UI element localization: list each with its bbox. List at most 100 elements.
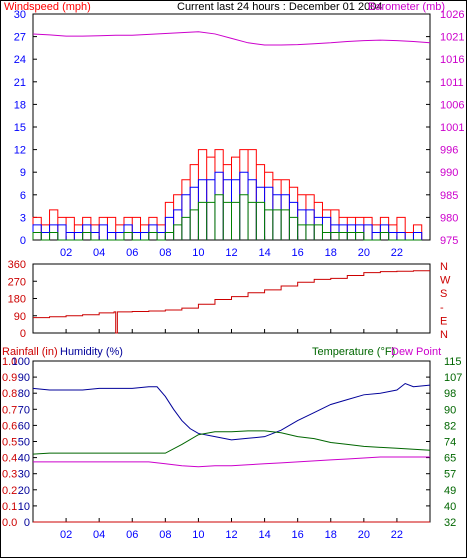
baro-axis-tick-label: 1001	[440, 122, 464, 134]
hum-x-xtick-label: 12	[225, 529, 237, 541]
temp-axis-tick-label: 57	[444, 469, 456, 481]
series-temperature-line	[32, 430, 431, 455]
hum-temp-panel-frame	[32, 360, 431, 523]
series-avg-bars	[32, 171, 423, 241]
temp-axis-tick-label: 49	[444, 485, 456, 497]
rain-tick-label: 0.6	[2, 420, 17, 432]
humidity-axis-tick-label: 30	[18, 469, 30, 481]
wind-axis-tick-label: 3	[20, 212, 26, 224]
rain-tick-label: 0.0	[2, 517, 17, 529]
baro-axis-tick-label: 980	[440, 212, 458, 224]
wind-x-xtick-label: 22	[391, 247, 403, 259]
wind-axis-tick-label: 18	[14, 99, 26, 111]
temp-axis-tick-label: 115	[444, 356, 462, 368]
baro-axis-tick-label: 996	[440, 145, 458, 157]
wind-axis-tick-label: 12	[14, 145, 26, 157]
wind-axis-tick-label: 15	[14, 122, 26, 134]
humidity-axis-tick-label: 70	[18, 404, 30, 416]
temp-axis-tick-label: 90	[444, 404, 456, 416]
baro-axis-tick-label: 975	[440, 235, 458, 247]
series-low-bars	[32, 194, 422, 241]
wind-x-xtick-label: 04	[93, 247, 105, 259]
wind-x-xtick-label: 16	[292, 247, 304, 259]
humidity-axis-tick-label: 40	[18, 453, 30, 465]
humidity-axis-tick-label: 20	[18, 485, 30, 497]
hum-x-xtick-label: 06	[126, 529, 138, 541]
humidity-axis-tick-label: 90	[18, 372, 30, 384]
hum-x-xtick-label: 14	[258, 529, 270, 541]
direction-letter-N: N	[440, 261, 448, 273]
rain-tick-label: 0.4	[2, 453, 17, 465]
direction-axis-tick-label: 270	[8, 276, 26, 288]
wind-axis-tick-label: 30	[14, 9, 26, 21]
direction-axis-tick-label: 0	[20, 328, 26, 340]
hum-x-xtick-label: 18	[325, 529, 337, 541]
temp-axis-tick-label: 32	[444, 517, 456, 529]
humidity-axis-tick-label: 60	[18, 420, 30, 432]
wind-x-xtick-label: 06	[126, 247, 138, 259]
rain-tick-label: 1.0	[2, 356, 17, 368]
hum-x-xtick-label: 08	[159, 529, 171, 541]
wind-x-xtick-label: 12	[225, 247, 237, 259]
direction-axis-tick-label: 90	[14, 311, 26, 323]
direction-letter-W: W	[440, 275, 451, 287]
humidity-axis-tick-label: 80	[18, 388, 30, 400]
direction-letter-S: S	[440, 288, 447, 300]
baro-axis-tick-label: 1021	[440, 32, 464, 44]
hum-x-xtick-label: 10	[192, 529, 204, 541]
dewpoint-axis-label: Dew Point	[391, 346, 441, 358]
wind-axis-tick-label: 24	[14, 54, 26, 66]
direction-axis-tick-label: 360	[8, 259, 26, 271]
wind-x-xtick-label: 10	[192, 247, 204, 259]
direction-letter--: -	[440, 302, 444, 314]
rain-tick-label: 0.9	[2, 372, 17, 384]
wind-axis-tick-label: 6	[20, 190, 26, 202]
baro-axis-tick-label: 1016	[440, 54, 464, 66]
hum-x-xtick-label: 02	[60, 529, 72, 541]
rain-tick-label: 0.8	[2, 388, 17, 400]
rain-tick-label: 0.7	[2, 404, 17, 416]
baro-axis-tick-label: 1006	[440, 99, 464, 111]
humidity-axis-label: Humidity (%)	[60, 346, 123, 358]
barometer-axis-label: Barometer (mb)	[368, 1, 445, 13]
wind-x-xtick-label: 18	[325, 247, 337, 259]
wind-axis-tick-label: 0	[20, 235, 26, 247]
series-barometer-line	[32, 31, 431, 46]
chart-title: Current last 24 hours : December 01 2004	[177, 1, 382, 13]
humidity-axis-tick-label: 0	[24, 517, 30, 529]
hum-x-xtick-label: 20	[358, 529, 370, 541]
wind-x-xtick-label: 08	[159, 247, 171, 259]
baro-axis-tick-label: 1011	[440, 77, 464, 89]
temp-axis-tick-label: 40	[444, 501, 456, 513]
rainfall-axis-label: Rainfall (in)	[2, 346, 58, 358]
baro-axis-tick-label: 985	[440, 190, 458, 202]
rain-tick-label: 0.3	[2, 469, 17, 481]
wind-x-xtick-label: 14	[258, 247, 270, 259]
series-wind-direction-line	[33, 270, 430, 334]
windspeed-axis-label: Windspeed (mph)	[4, 1, 91, 13]
temperature-axis-label: Temperature (°F)	[312, 346, 395, 358]
wind-axis-tick-label: 27	[14, 32, 26, 44]
series-humidity-line	[32, 382, 431, 441]
temp-axis-tick-label: 107	[444, 372, 462, 384]
direction-letter-N: N	[440, 329, 448, 341]
baro-axis-tick-label: 1026	[440, 9, 464, 21]
wind-axis-tick-label: 21	[14, 77, 26, 89]
hum-x-xtick-label: 22	[391, 529, 403, 541]
hum-x-xtick-label: 16	[292, 529, 304, 541]
humidity-axis-tick-label: 50	[18, 437, 30, 449]
humidity-axis-tick-label: 100	[12, 356, 30, 368]
hum-x-xtick-label: 04	[93, 529, 105, 541]
direction-axis-tick-label: 180	[8, 294, 26, 306]
series-dewpoint-line	[33, 456, 430, 468]
rain-tick-label: 0.1	[2, 501, 17, 513]
wind-x-xtick-label: 20	[358, 247, 370, 259]
wind-x-xtick-label: 02	[60, 247, 72, 259]
temp-axis-tick-label: 74	[444, 437, 456, 449]
humidity-axis-tick-label: 10	[18, 501, 30, 513]
wind-axis-tick-label: 9	[20, 167, 26, 179]
temp-axis-tick-label: 98	[444, 388, 456, 400]
baro-axis-tick-label: 990	[440, 167, 458, 179]
